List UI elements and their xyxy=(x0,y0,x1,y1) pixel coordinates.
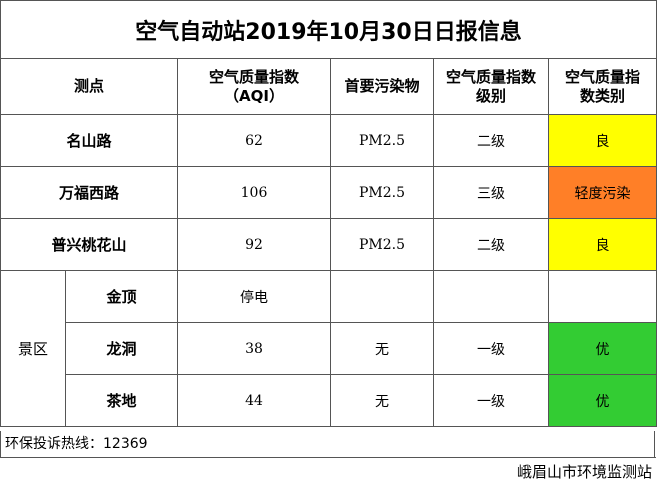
aqi: 停电 xyxy=(177,270,331,323)
station-row: 万福西路 106 PM2.5 三级 轻度污染 xyxy=(0,166,657,219)
station-row: 景区 金顶 停电 xyxy=(0,270,657,427)
category: 优 xyxy=(548,374,657,427)
header-cell: 空气质量指 数类别 xyxy=(548,58,657,115)
category xyxy=(548,270,657,323)
category: 轻度污染 xyxy=(548,166,657,219)
aqi: 44 xyxy=(177,374,331,427)
header-line: 数类别 xyxy=(579,86,625,105)
level: 二级 xyxy=(433,114,549,167)
header-cell: 空气质量指数 （AQI） xyxy=(177,58,331,115)
divider xyxy=(0,457,656,458)
header-line: （AQI） xyxy=(224,86,284,105)
agency: 峨眉山市环境监测站 xyxy=(516,463,652,481)
category: 优 xyxy=(548,322,657,375)
pollutant: PM2.5 xyxy=(330,114,434,167)
level xyxy=(433,270,549,323)
header-line: 首要污染物 xyxy=(344,77,420,95)
header-cell: 测点 xyxy=(0,58,178,115)
hotline: 环保投诉热线：12369 xyxy=(0,431,655,457)
aqi: 92 xyxy=(177,218,331,271)
header-line: 空气质量指数 xyxy=(445,67,536,86)
station-name: 龙洞 xyxy=(65,322,178,375)
group-name: 景区 xyxy=(0,270,66,427)
header-line: 测点 xyxy=(73,77,104,95)
station-row: 名山路 62 PM2.5 二级良 xyxy=(0,114,657,167)
aqi: 62 xyxy=(177,114,331,167)
level: 一级 xyxy=(433,374,549,427)
station-name: 茶地 xyxy=(65,374,178,427)
category: 良 xyxy=(548,218,657,271)
header-line: 空气质量指数 xyxy=(208,67,299,86)
header-line: 空气质量指 xyxy=(564,67,640,86)
pollutant: 无 xyxy=(330,374,434,427)
level: 三级 xyxy=(433,166,549,219)
header-row: 测点 空气质量指数 （AQI） 首要污染物 空气质量指数 级别 空气质量指 数类别 xyxy=(0,58,657,115)
report-table: 空气自动站2019年10月30日日报信息 测点 空气质量指数 （AQI） 首要污染物空… xyxy=(0,0,657,427)
category: 良 xyxy=(548,114,657,167)
aqi: 38 xyxy=(177,322,331,375)
station-name: 名山路 xyxy=(0,114,178,167)
station-name: 普兴桃花山 xyxy=(0,218,178,271)
level: 一级 xyxy=(433,322,549,375)
station-name: 金顶 xyxy=(65,270,178,323)
pollutant xyxy=(330,270,434,323)
header-cell: 空气质量指数 级别 xyxy=(433,58,549,115)
header-line: 级别 xyxy=(475,86,506,105)
table-body: 空气自动站2019年10月30日日报信息 测点 空气质量指数 （AQI） 首要污染物空… xyxy=(0,0,657,427)
header-cell: 首要污染物 xyxy=(330,58,434,115)
station-row: 普兴桃花山 92 PM2.5 二级良 xyxy=(0,218,657,271)
station-name: 万福西路 xyxy=(0,166,178,219)
pollutant: PM2.5 xyxy=(330,166,434,219)
station-row: 茶地 44 无一级优 xyxy=(1,374,657,427)
level: 二级 xyxy=(433,218,549,271)
aqi: 106 xyxy=(177,166,331,219)
pollutant: PM2.5 xyxy=(330,218,434,271)
pollutant: 无 xyxy=(330,322,434,375)
title: 空气自动站2019年10月30日日报信息 xyxy=(0,0,657,59)
station-row: 龙洞 38 无一级优 xyxy=(1,322,657,375)
